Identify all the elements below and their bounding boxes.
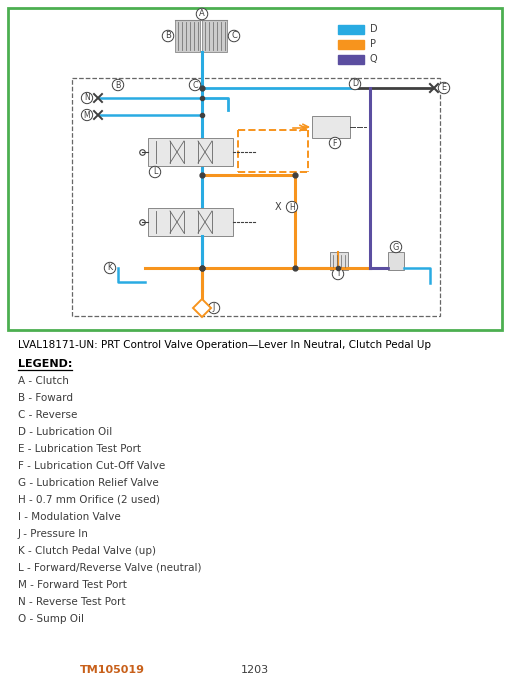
- Bar: [329, 252, 347, 270]
- Text: D - Lubrication Oil: D - Lubrication Oil: [18, 427, 112, 437]
- Text: B - Foward: B - Foward: [18, 393, 73, 403]
- Text: B: B: [165, 31, 171, 40]
- Text: Q: Q: [369, 54, 377, 64]
- Text: K: K: [107, 263, 112, 272]
- Bar: [337, 40, 363, 49]
- Text: I - Modulation Valve: I - Modulation Valve: [18, 512, 121, 522]
- Text: J: J: [212, 304, 215, 313]
- Text: A - Clutch: A - Clutch: [18, 376, 69, 386]
- Text: F: F: [332, 138, 336, 148]
- Text: M - Forward Test Port: M - Forward Test Port: [18, 580, 127, 590]
- Text: J - Pressure In: J - Pressure In: [18, 529, 89, 539]
- Text: F - Lubrication Cut-Off Valve: F - Lubrication Cut-Off Valve: [18, 461, 165, 471]
- Bar: [387, 252, 403, 270]
- Text: B: B: [115, 81, 121, 90]
- Text: H - 0.7 mm Orifice (2 used): H - 0.7 mm Orifice (2 used): [18, 495, 160, 505]
- Polygon shape: [192, 299, 211, 317]
- Bar: [202, 20, 227, 52]
- Bar: [8, 8, 501, 330]
- Text: C - Reverse: C - Reverse: [18, 410, 77, 420]
- Text: A: A: [199, 10, 205, 18]
- Bar: [72, 78, 439, 316]
- Text: C: C: [231, 31, 237, 40]
- Text: D: D: [351, 79, 357, 88]
- Text: N - Reverse Test Port: N - Reverse Test Port: [18, 597, 125, 607]
- Bar: [337, 55, 363, 64]
- Text: G - Lubrication Relief Valve: G - Lubrication Relief Valve: [18, 478, 158, 488]
- Text: M: M: [83, 111, 90, 120]
- Text: K - Clutch Pedal Valve (up): K - Clutch Pedal Valve (up): [18, 546, 156, 556]
- Text: 1203: 1203: [240, 665, 269, 675]
- Text: L: L: [153, 168, 157, 176]
- Text: LEGEND:: LEGEND:: [18, 359, 72, 369]
- Bar: [312, 116, 349, 138]
- Text: N: N: [84, 94, 90, 103]
- Text: X: X: [274, 202, 281, 212]
- Text: L - Forward/Reverse Valve (neutral): L - Forward/Reverse Valve (neutral): [18, 563, 201, 573]
- Bar: [148, 138, 233, 166]
- Text: P: P: [369, 39, 375, 49]
- Text: H: H: [289, 202, 294, 211]
- Text: TM105019: TM105019: [80, 665, 145, 675]
- Text: E - Lubrication Test Port: E - Lubrication Test Port: [18, 444, 140, 454]
- Text: D: D: [369, 24, 377, 34]
- Text: I: I: [336, 269, 338, 278]
- Text: E: E: [441, 83, 445, 92]
- Bar: [337, 25, 363, 34]
- Bar: [148, 208, 233, 236]
- Text: G: G: [392, 243, 399, 252]
- Text: LVAL18171-UN: PRT Control Valve Operation—Lever In Neutral, Clutch Pedal Up: LVAL18171-UN: PRT Control Valve Operatio…: [18, 340, 430, 350]
- Bar: [175, 20, 200, 52]
- Text: O - Sump Oil: O - Sump Oil: [18, 614, 84, 624]
- Text: C: C: [192, 81, 197, 90]
